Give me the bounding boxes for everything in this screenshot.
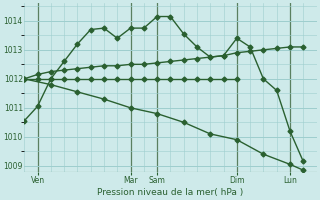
X-axis label: Pression niveau de la mer( hPa ): Pression niveau de la mer( hPa ) xyxy=(97,188,244,197)
